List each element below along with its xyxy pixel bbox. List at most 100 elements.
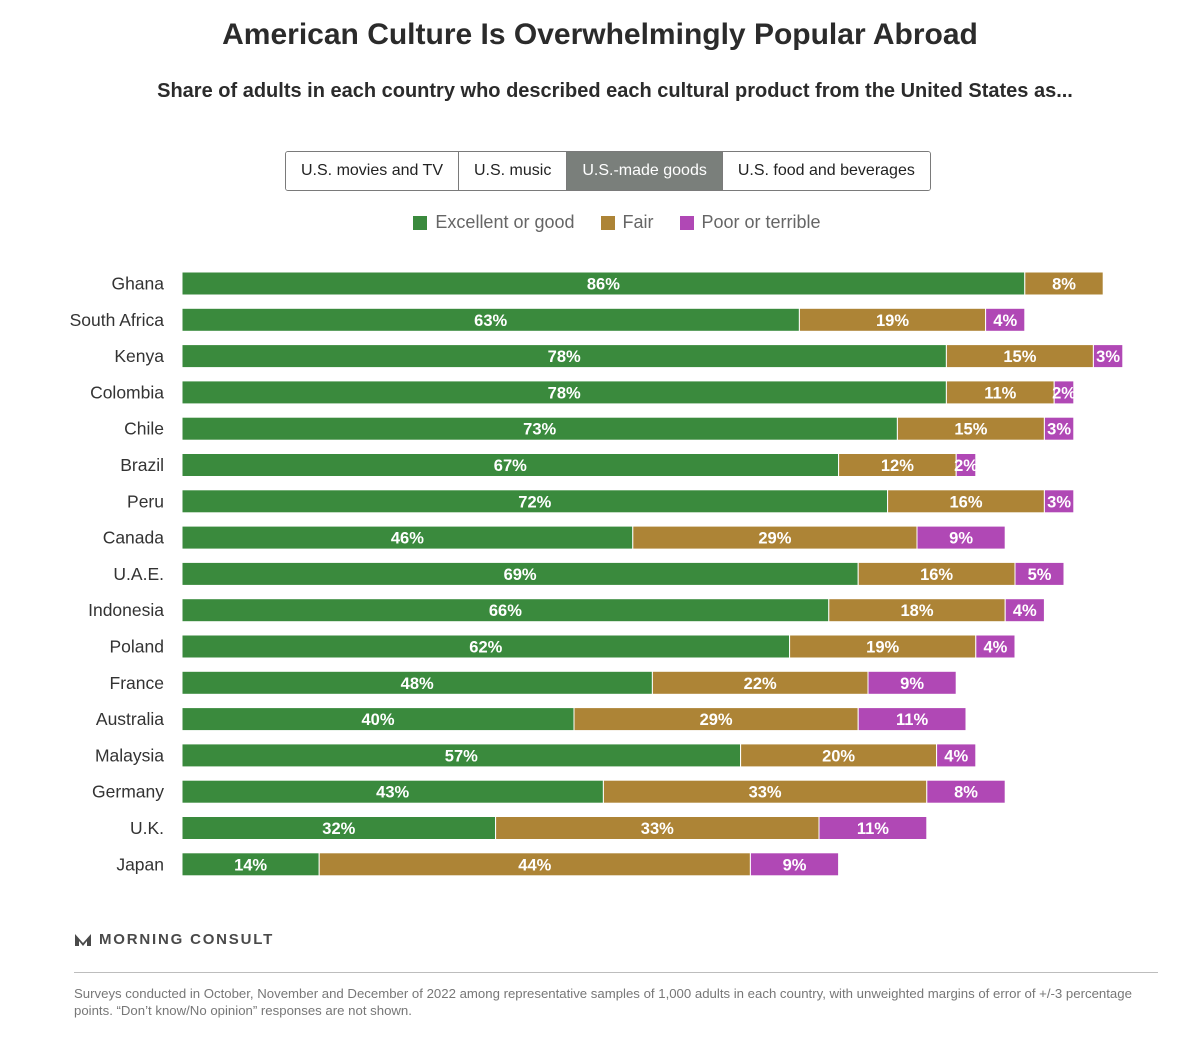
category-label-colombia: Colombia — [90, 382, 164, 402]
data-label-canada-poor-or-terrible: 9% — [949, 530, 973, 548]
data-label-brazil-excellent-or-good: 67% — [494, 457, 527, 475]
bar-u-a-e-poor-or-terrible — [1014, 561, 1065, 586]
data-label-u-a-e-excellent-or-good: 69% — [504, 566, 537, 584]
data-label-kenya-excellent-or-good: 78% — [548, 348, 581, 366]
data-label-australia-fair: 29% — [700, 711, 733, 729]
morning-consult-logo-icon — [75, 933, 91, 946]
category-label-u-k: U.K. — [130, 818, 164, 838]
data-label-kenya-fair: 15% — [1003, 348, 1036, 366]
data-label-poland-excellent-or-good: 62% — [469, 639, 502, 657]
footnote: Surveys conducted in October, November a… — [74, 986, 1132, 1018]
data-label-ghana-excellent-or-good: 86% — [587, 276, 620, 294]
data-label-u-a-e-fair: 16% — [920, 566, 953, 584]
bar-australia-poor-or-terrible — [857, 707, 967, 732]
bar-canada-poor-or-terrible — [916, 525, 1006, 550]
data-label-australia-excellent-or-good: 40% — [361, 711, 394, 729]
tab-music[interactable]: U.S. music — [458, 152, 568, 190]
data-label-poland-fair: 19% — [866, 639, 899, 657]
data-label-indonesia-excellent-or-good: 66% — [489, 602, 522, 620]
data-label-peru-poor-or-terrible: 3% — [1047, 493, 1071, 511]
data-label-u-a-e-poor-or-terrible: 5% — [1028, 566, 1052, 584]
data-label-poland-poor-or-terrible: 4% — [983, 639, 1007, 657]
data-label-canada-excellent-or-good: 46% — [391, 530, 424, 548]
data-label-japan-excellent-or-good: 14% — [234, 856, 267, 874]
data-label-south-africa-fair: 19% — [876, 312, 909, 330]
category-label-chile: Chile — [124, 419, 164, 439]
data-label-germany-fair: 33% — [749, 784, 782, 802]
data-label-japan-poor-or-terrible: 9% — [783, 856, 807, 874]
data-label-brazil-fair: 12% — [881, 457, 914, 475]
category-label-south-africa: South Africa — [70, 310, 165, 330]
category-label-peru: Peru — [127, 491, 164, 511]
data-label-colombia-excellent-or-good: 78% — [548, 384, 581, 402]
data-label-malaysia-fair: 20% — [822, 747, 855, 765]
data-label-indonesia-fair: 18% — [900, 602, 933, 620]
data-label-brazil-poor-or-terrible: 2% — [954, 457, 978, 475]
category-label-malaysia: Malaysia — [95, 745, 164, 765]
category-label-canada: Canada — [103, 528, 165, 548]
data-label-u-k-excellent-or-good: 32% — [322, 820, 355, 838]
data-label-indonesia-poor-or-terrible: 4% — [1013, 602, 1037, 620]
data-label-ghana-fair: 8% — [1052, 276, 1076, 294]
bar-chile-poor-or-terrible — [1043, 416, 1075, 441]
bar-ghana-fair — [1024, 271, 1104, 296]
bar-south-africa-poor-or-terrible — [985, 307, 1026, 332]
footer-divider — [74, 972, 1158, 973]
chart-subtitle: Share of adults in each country who desc… — [157, 80, 1073, 102]
data-label-chile-poor-or-terrible: 3% — [1047, 421, 1071, 439]
data-label-chile-excellent-or-good: 73% — [523, 421, 556, 439]
category-label-u-a-e: U.A.E. — [113, 564, 164, 584]
category-label-japan: Japan — [116, 854, 164, 874]
data-label-colombia-fair: 11% — [984, 384, 1016, 402]
stacked-bar-chart: Ghana 86% 8% South Africa 63% 19% 4% Kenya 78% 15… — [70, 271, 1124, 877]
brand-logo: MORNING CONSULT — [74, 931, 274, 948]
data-label-south-africa-excellent-or-good: 63% — [474, 312, 507, 330]
data-label-germany-excellent-or-good: 43% — [376, 784, 409, 802]
tab-made-goods[interactable]: U.S.-made goods — [567, 152, 723, 190]
data-label-u-k-fair: 33% — [641, 820, 674, 838]
bar-indonesia-poor-or-terrible — [1004, 598, 1045, 623]
legend-swatch-excellent — [413, 215, 428, 230]
category-label-kenya: Kenya — [114, 346, 164, 366]
data-label-malaysia-excellent-or-good: 57% — [445, 747, 478, 765]
bar-germany-poor-or-terrible — [926, 779, 1006, 804]
data-label-malaysia-poor-or-terrible: 4% — [944, 747, 968, 765]
product-tabs: U.S. movies and TV U.S. music U.S.-made … — [285, 151, 931, 191]
data-label-peru-excellent-or-good: 72% — [518, 493, 551, 511]
category-label-indonesia: Indonesia — [88, 600, 164, 620]
legend-label-fair: Fair — [622, 212, 654, 232]
bar-poland-poor-or-terrible — [975, 634, 1016, 659]
bar-peru-poor-or-terrible — [1043, 489, 1075, 514]
bar-france-poor-or-terrible — [867, 670, 957, 695]
bar-brazil-poor-or-terrible — [955, 453, 977, 477]
chart-title: American Culture Is Overwhelmingly Popul… — [222, 18, 978, 51]
bar-colombia-poor-or-terrible — [1053, 380, 1075, 405]
data-label-south-africa-poor-or-terrible: 4% — [993, 312, 1017, 330]
legend-swatch-poor — [679, 215, 694, 230]
legend-swatch-fair — [600, 215, 615, 230]
legend-label-poor: Poor or terrible — [701, 212, 821, 232]
data-label-germany-poor-or-terrible: 8% — [954, 784, 978, 802]
legend-item-excellent: Excellent or good — [413, 212, 575, 233]
legend-label-excellent: Excellent or good — [435, 212, 575, 232]
tab-food-beverages[interactable]: U.S. food and beverages — [722, 152, 930, 190]
data-label-japan-fair: 44% — [518, 856, 551, 874]
legend-item-fair: Fair — [600, 212, 654, 233]
category-label-brazil: Brazil — [120, 455, 164, 475]
category-label-germany: Germany — [92, 782, 164, 802]
category-label-poland: Poland — [110, 637, 165, 657]
chart-legend: Excellent or good Fair Poor or terrible — [0, 212, 1200, 233]
data-label-chile-fair: 15% — [954, 421, 987, 439]
data-label-peru-fair: 16% — [949, 493, 982, 511]
category-label-ghana: Ghana — [111, 274, 164, 294]
bar-japan-poor-or-terrible — [749, 852, 840, 877]
legend-item-poor: Poor or terrible — [679, 212, 821, 233]
data-label-australia-poor-or-terrible: 11% — [896, 711, 928, 729]
tab-movies-tv[interactable]: U.S. movies and TV — [286, 152, 459, 190]
data-label-france-fair: 22% — [744, 675, 777, 693]
data-label-u-k-poor-or-terrible: 11% — [857, 820, 889, 838]
data-label-colombia-poor-or-terrible: 2% — [1052, 384, 1076, 402]
category-label-australia: Australia — [96, 709, 164, 729]
data-label-france-excellent-or-good: 48% — [401, 675, 434, 693]
bar-kenya-poor-or-terrible — [1092, 344, 1124, 369]
